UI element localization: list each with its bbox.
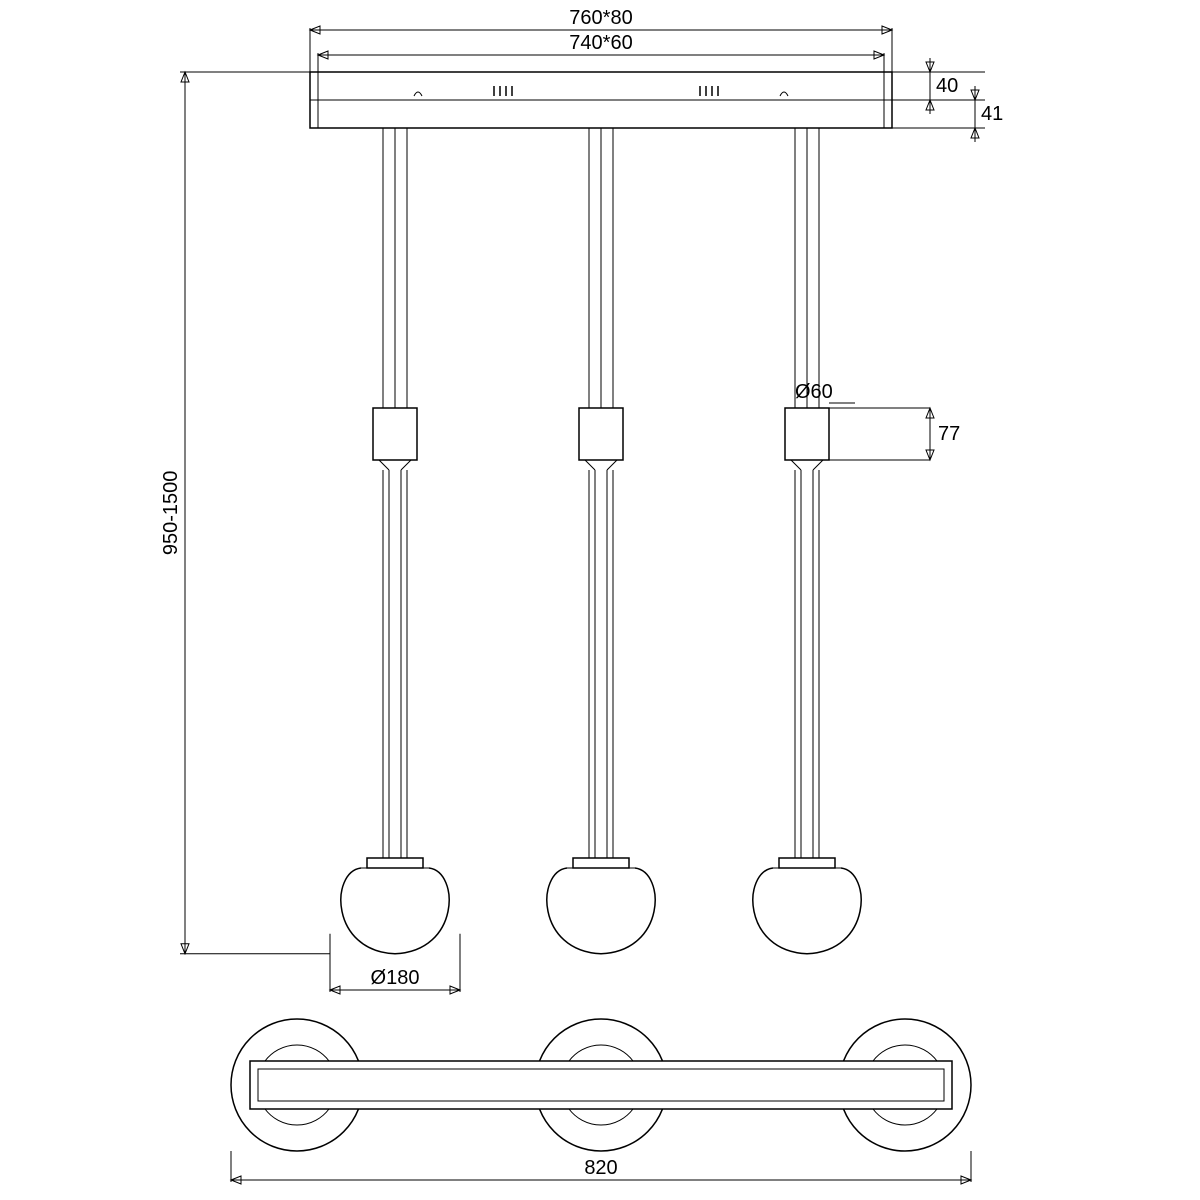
front-dimensions: [180, 72, 985, 954]
svg-text:40: 40: [936, 75, 958, 97]
collar: [579, 408, 623, 460]
globe: [753, 868, 861, 954]
pendant: [547, 128, 655, 954]
dim-canopy-inner: 740*60: [569, 32, 632, 54]
front-elevation: [310, 72, 892, 954]
globe: [547, 868, 655, 954]
svg-text:Ø180: Ø180: [371, 967, 420, 989]
dim-collar-dia: Ø60: [795, 381, 833, 403]
pendant: [753, 128, 861, 954]
svg-text:41: 41: [981, 103, 1003, 125]
plan-view: [231, 1019, 971, 1151]
collar: [785, 408, 829, 460]
dim-collar-h: 77: [938, 423, 960, 445]
globe: [341, 868, 449, 954]
dim-canopy-outer: 760*80: [569, 7, 632, 29]
plan-bar-outer: [250, 1061, 952, 1109]
svg-text:950-1500: 950-1500: [160, 471, 182, 556]
collar: [373, 408, 417, 460]
pendant: [341, 128, 449, 954]
svg-text:820: 820: [584, 1157, 617, 1179]
